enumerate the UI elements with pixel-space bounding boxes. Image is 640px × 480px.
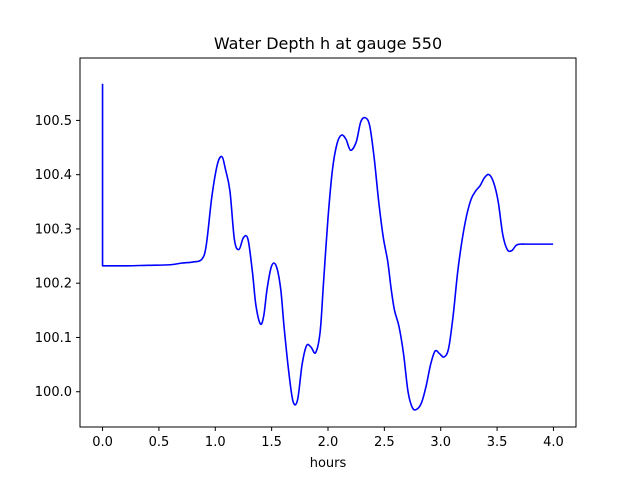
x-tick-label: 3.0	[430, 435, 451, 450]
x-tick-label: 2.0	[318, 435, 339, 450]
x-tick-label: 3.5	[487, 435, 508, 450]
y-tick-label: 100.5	[35, 114, 72, 129]
y-tick-label: 100.4	[35, 168, 72, 183]
chart-title: Water Depth h at gauge 550	[214, 34, 442, 53]
x-axis: 0.0 0.5 1.0 1.5 2.0 2.5 3.0 3.5 4.0	[92, 427, 564, 450]
series-line	[101, 83, 554, 411]
x-tick-label: 1.0	[205, 435, 226, 450]
x-tick-label: 2.5	[374, 435, 395, 450]
x-tick-label: 4.0	[543, 435, 564, 450]
y-axis: 100.0 100.1 100.2 100.3 100.4 100.5	[35, 114, 80, 400]
x-tick-label: 0.5	[149, 435, 170, 450]
y-tick-label: 100.3	[35, 222, 72, 237]
x-tick-label: 1.5	[261, 435, 282, 450]
data-layer	[101, 83, 554, 411]
y-tick-label: 100.0	[35, 385, 72, 400]
x-tick-label: 0.0	[92, 435, 113, 450]
y-tick-label: 100.2	[35, 277, 72, 292]
y-tick-label: 100.1	[35, 331, 72, 346]
x-axis-label: hours	[310, 456, 347, 471]
